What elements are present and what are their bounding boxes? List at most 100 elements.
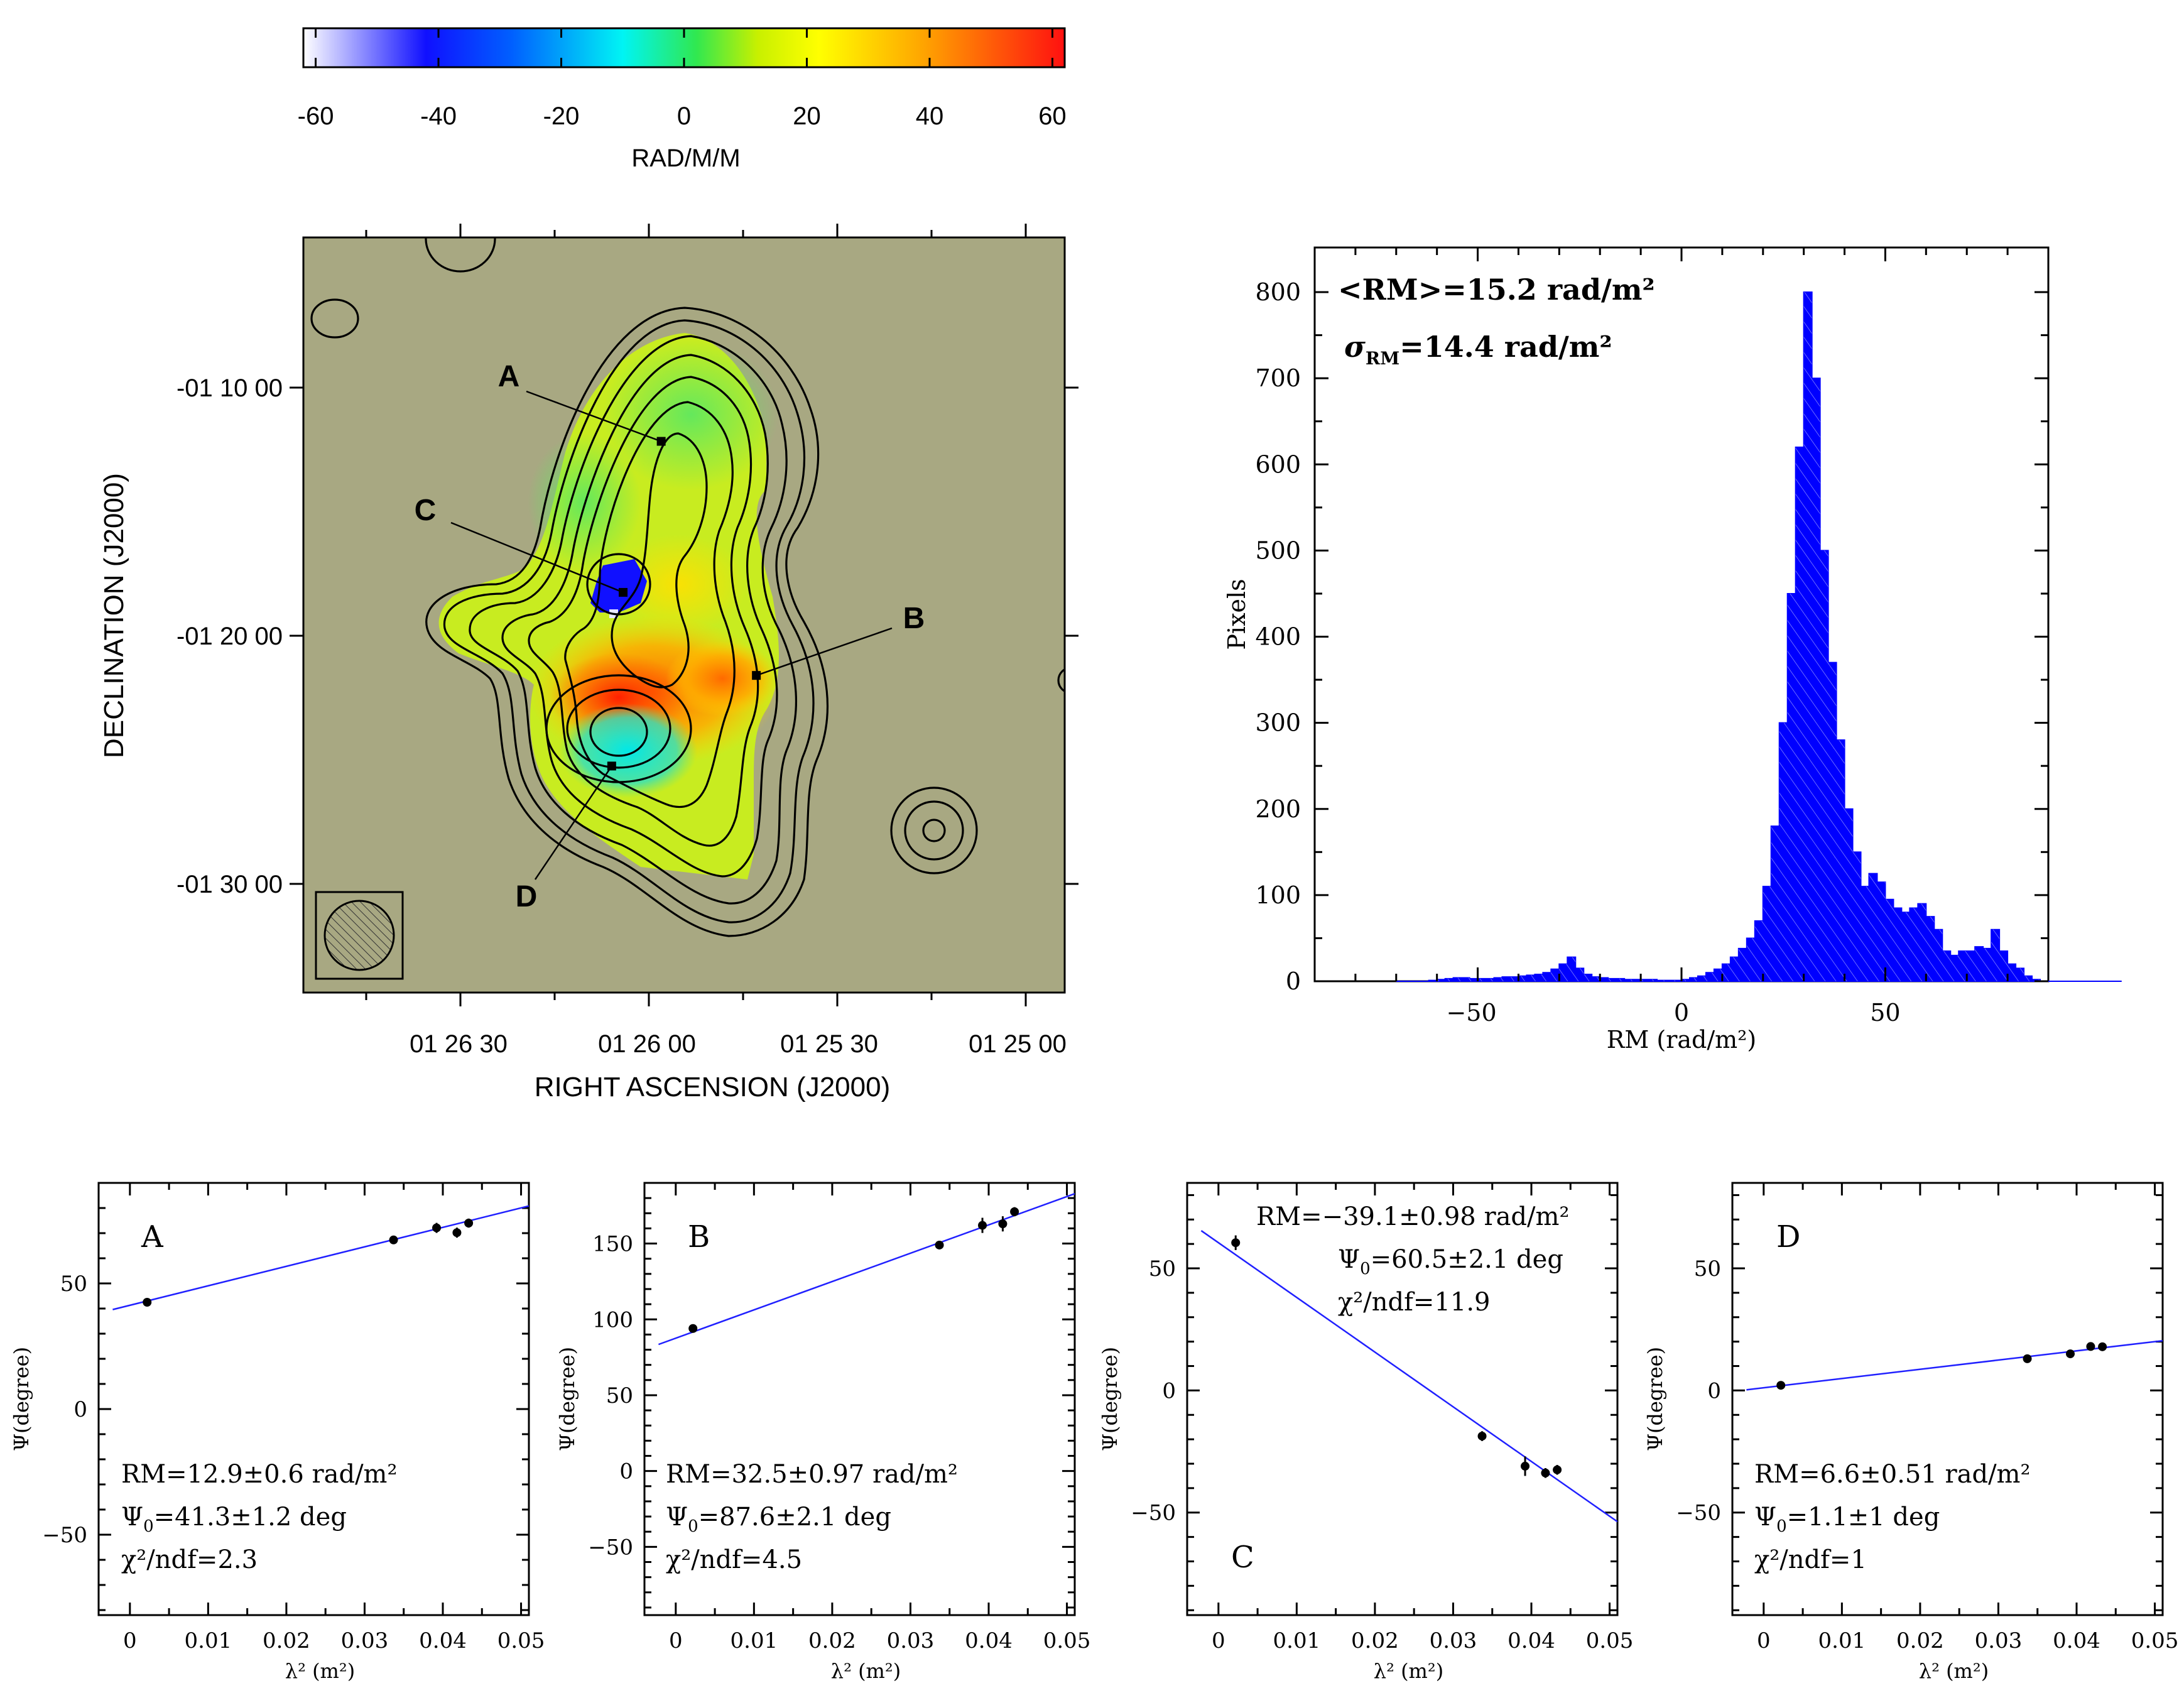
psi-value: =1.1±1 deg — [1787, 1503, 1940, 1532]
fit-psi-text: Ψ0=1.1±1 deg — [1754, 1503, 1940, 1536]
fit-y-tick-label: 0 — [1707, 1378, 1721, 1403]
beam-box — [315, 891, 404, 980]
fit-panels: 0 0.01 0.02 0.03 0.04 0.05 −50 0 50 λ² (m²) Ψ(degr… — [9, 1182, 2178, 1683]
histogram-x-tick-label: 50 — [1870, 999, 1900, 1026]
colorbar-tick-label: -60 — [298, 102, 334, 130]
point-b-leader — [756, 627, 893, 677]
fit-y-tick-label: 100 — [592, 1307, 633, 1332]
map-frame — [302, 236, 1066, 994]
histogram-xlabel: RM (rad/m²) — [1607, 1026, 1756, 1053]
map-xlabel: RIGHT ASCENSION (J2000) — [535, 1072, 890, 1102]
intensity-contours — [310, 237, 1065, 937]
fit-x-tick-label: 0.03 — [1975, 1628, 2023, 1653]
map-x-tick-label: 01 26 30 — [410, 1030, 508, 1058]
fit-y-tick-label: 50 — [1694, 1256, 1721, 1282]
fit-x-tick-label: 0.01 — [185, 1628, 232, 1653]
fit-point — [935, 1240, 944, 1249]
fit-point — [389, 1235, 398, 1244]
point-c-marker — [619, 587, 628, 597]
fit-y-tick-label: 0 — [619, 1459, 633, 1484]
psi-sub: 0 — [1360, 1260, 1371, 1278]
fit-point — [464, 1219, 474, 1228]
fit-point — [1010, 1207, 1019, 1216]
point-c-leader — [450, 521, 624, 594]
fit-point — [1553, 1465, 1562, 1474]
psi-symbol: Ψ — [1338, 1245, 1360, 1274]
psi-symbol: Ψ — [1754, 1503, 1776, 1532]
fit-point — [432, 1223, 442, 1233]
fit-ylabel: Ψ(degree) — [1643, 1347, 1667, 1451]
fit-x-tick-label: 0.05 — [1043, 1628, 1091, 1653]
rm-cyan — [559, 704, 697, 798]
histogram-bars — [1396, 291, 2122, 982]
histogram-fill — [1396, 291, 2122, 982]
fit-point — [2086, 1342, 2095, 1351]
point-a-marker — [656, 437, 666, 446]
fit-rm-text: RM=−39.1±0.98 rad/m² — [1256, 1202, 1569, 1231]
fit-panel-frame — [1731, 1182, 2164, 1616]
psi-value: =60.5±2.1 deg — [1371, 1245, 1563, 1274]
fit-panel-a: 0 0.01 0.02 0.03 0.04 0.05 −50 0 50 λ² (m²) Ψ(degr… — [9, 1182, 545, 1683]
map-x-tick-label: 01 25 00 — [969, 1030, 1067, 1058]
histogram-y-tick-label: 0 — [1286, 967, 1301, 995]
histogram-y-tick-label: 500 — [1255, 536, 1301, 564]
fit-line — [658, 1193, 1075, 1346]
point-d-label: D — [516, 880, 538, 913]
fit-x-tick-label: 0.02 — [263, 1628, 310, 1653]
fit-psi-text: Ψ0=41.3±1.2 deg — [121, 1503, 347, 1536]
fit-panel-label: B — [688, 1219, 710, 1255]
fit-x-tick-label: 0.02 — [1896, 1628, 1944, 1653]
fit-xlabel: λ² (m²) — [831, 1659, 901, 1683]
histogram-ylabel: Pixels — [1223, 579, 1251, 650]
fit-x-tick-label: 0.04 — [1508, 1628, 1555, 1653]
colorbar-tick-label: 40 — [916, 102, 944, 130]
fit-y-tick-label: 50 — [1149, 1256, 1176, 1282]
point-b-marker — [752, 671, 761, 680]
fit-x-tick-label: 0.01 — [1818, 1628, 1866, 1653]
fit-point — [688, 1324, 698, 1333]
histogram-y-tick-label: 800 — [1255, 278, 1301, 306]
psi-sub: 0 — [1776, 1517, 1787, 1536]
fit-panel-frame — [97, 1182, 530, 1616]
fit-ylabel: Ψ(degree) — [9, 1347, 33, 1451]
fit-rm-text: RM=32.5±0.97 rad/m² — [666, 1460, 958, 1489]
fit-x-tick-label: 0.04 — [965, 1628, 1013, 1653]
fit-x-tick-label: 0.05 — [1586, 1628, 1634, 1653]
psi-symbol: Ψ — [121, 1503, 143, 1532]
fit-panel-label: A — [141, 1219, 164, 1255]
fit-x-tick-label: 0.01 — [1273, 1628, 1321, 1653]
colorbar-label: RAD/M/M — [631, 144, 740, 172]
fit-y-tick-label: 50 — [606, 1383, 633, 1408]
fit-point — [2023, 1354, 2032, 1363]
psi-sub: 0 — [688, 1517, 698, 1536]
fit-chi2-text: χ²/ndf=1 — [1754, 1545, 1867, 1574]
fit-ylabel: Ψ(degree) — [555, 1347, 579, 1451]
map-y-tick-label: -01 20 00 — [177, 623, 283, 650]
map-points: A B C D — [415, 360, 925, 913]
fit-y-tick-label: 150 — [592, 1232, 633, 1257]
histogram-y-tick-label: 100 — [1255, 881, 1301, 909]
fit-xlabel: λ² (m²) — [1919, 1659, 1989, 1683]
fit-x-tick-label: 0 — [1212, 1628, 1225, 1653]
fit-xlabel: λ² (m²) — [285, 1659, 355, 1683]
colorbar-tick-label: 20 — [793, 102, 821, 130]
fit-ylabel: Ψ(degree) — [1098, 1347, 1122, 1451]
fit-x-tick-label: 0.02 — [1351, 1628, 1399, 1653]
fit-xlabel: λ² (m²) — [1374, 1659, 1443, 1683]
fit-x-tick-label: 0 — [669, 1628, 683, 1653]
fit-y-tick-label: −50 — [42, 1523, 87, 1548]
fit-y-tick-label: −50 — [1676, 1501, 1721, 1526]
fit-chi2-text: χ²/ndf=4.5 — [666, 1545, 802, 1574]
rm-blue-core — [590, 559, 647, 612]
fit-line — [112, 1205, 529, 1310]
rm-image: A B C D — [310, 237, 1065, 980]
fit-chi2-text: χ²/ndf=11.9 — [1338, 1288, 1491, 1317]
fit-point — [1776, 1381, 1786, 1390]
fit-y-tick-label: 0 — [1162, 1378, 1176, 1403]
fit-x-tick-label: 0 — [123, 1628, 137, 1653]
fit-point — [1231, 1238, 1241, 1248]
fit-panel-c: 0 0.01 0.02 0.03 0.04 0.05 −50 0 50 λ² (m²) Ψ(degr… — [1098, 1182, 1634, 1683]
fit-chi2-text: χ²/ndf=2.3 — [121, 1545, 258, 1574]
